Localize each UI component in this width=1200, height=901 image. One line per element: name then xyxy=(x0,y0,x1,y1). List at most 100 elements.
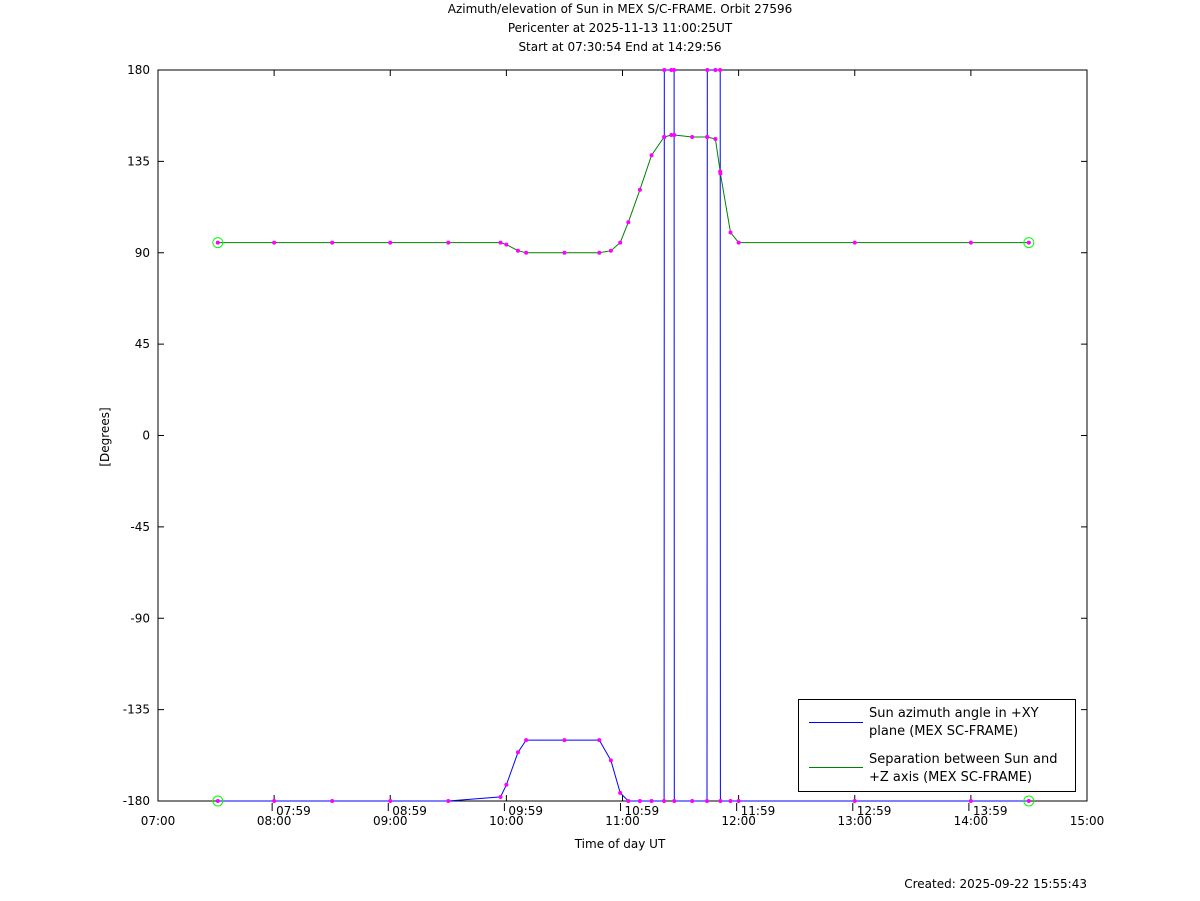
chart-subtitle: Start at 07:30:54 End at 14:29:56 xyxy=(518,40,721,54)
data-point xyxy=(672,68,677,72)
footer: Created: 2025-09-22 15:55:43 xyxy=(904,877,1087,891)
data-point xyxy=(524,738,529,743)
data-point xyxy=(662,799,667,803)
legend-swatch xyxy=(809,722,863,723)
data-point xyxy=(515,750,520,755)
data-point xyxy=(637,187,642,192)
data-point xyxy=(637,799,642,803)
data-point xyxy=(388,799,393,803)
data-point xyxy=(446,240,451,245)
data-point xyxy=(718,171,723,176)
data-point xyxy=(446,799,451,803)
data-point xyxy=(852,799,857,803)
time-mark-label: 09:59 xyxy=(508,804,543,818)
x-tick-label: 13:00 xyxy=(837,814,872,828)
data-point xyxy=(272,799,277,803)
data-point xyxy=(618,790,623,795)
chart-subtitle: Pericenter at 2025-11-13 11:00:25UT xyxy=(508,21,733,35)
chart-title: Azimuth/elevation of Sun in MEX S/C-FRAM… xyxy=(448,2,793,16)
data-point xyxy=(705,135,710,140)
data-point xyxy=(718,68,723,72)
y-tick-label: -90 xyxy=(130,611,150,625)
y-tick-label: -135 xyxy=(123,703,150,717)
data-point xyxy=(690,135,695,140)
time-mark-label: 13:59 xyxy=(973,804,1008,818)
data-point xyxy=(669,132,674,137)
y-tick-label: -180 xyxy=(123,794,150,808)
data-point xyxy=(669,68,674,72)
data-point xyxy=(215,799,220,803)
legend-swatch xyxy=(809,767,863,768)
data-point xyxy=(662,68,667,72)
data-point xyxy=(498,240,503,245)
y-axis-label: [Degrees] xyxy=(98,407,112,466)
legend: Sun azimuth angle in +XY plane (MEX SC-F… xyxy=(798,699,1076,792)
time-mark-label: 07:59 xyxy=(276,804,311,818)
x-tick-label: 14:00 xyxy=(954,814,989,828)
endpoint-marker xyxy=(1023,237,1035,249)
data-point xyxy=(498,794,503,799)
data-point xyxy=(705,799,710,803)
endpoint-marker xyxy=(212,237,224,249)
x-tick-label: 08:00 xyxy=(257,814,292,828)
data-point xyxy=(215,240,220,245)
x-axis-label: Time of day UT xyxy=(574,837,666,851)
x-tick-label: 12:00 xyxy=(721,814,756,828)
data-point xyxy=(597,738,602,743)
data-point xyxy=(504,782,509,787)
data-point xyxy=(736,799,741,803)
data-point xyxy=(672,799,677,803)
data-point xyxy=(690,799,695,803)
data-point xyxy=(728,799,733,803)
y-tick-label: 0 xyxy=(142,429,150,443)
time-mark-label: 11:59 xyxy=(741,804,776,818)
data-point xyxy=(713,137,718,142)
data-point xyxy=(705,68,710,72)
x-tick-label: 15:00 xyxy=(1070,814,1105,828)
data-point xyxy=(713,68,718,72)
data-point xyxy=(662,135,667,140)
data-point xyxy=(330,240,335,245)
data-point xyxy=(1026,799,1031,803)
data-point xyxy=(736,240,741,245)
data-point xyxy=(649,799,654,803)
y-tick-label: 45 xyxy=(135,337,150,351)
y-tick-label: 180 xyxy=(127,63,150,77)
data-point xyxy=(608,758,613,763)
data-point xyxy=(562,738,567,743)
endpoint-marker xyxy=(1023,795,1035,807)
data-point xyxy=(626,220,631,225)
data-point xyxy=(562,250,567,255)
plot-frame xyxy=(157,69,1088,802)
data-point xyxy=(968,799,973,803)
data-point xyxy=(504,242,509,247)
data-point xyxy=(1026,240,1031,245)
time-mark-label: 10:59 xyxy=(625,804,660,818)
data-point xyxy=(626,799,631,803)
data-point xyxy=(728,230,733,235)
data-point xyxy=(597,250,602,255)
series-line xyxy=(217,69,1029,802)
data-point xyxy=(968,240,973,245)
endpoint-marker xyxy=(212,795,224,807)
legend-label: Sun azimuth angle in +XY plane (MEX SC-F… xyxy=(869,706,1039,739)
data-point xyxy=(718,799,723,803)
x-tick-label: 10:00 xyxy=(489,814,524,828)
data-point xyxy=(524,250,529,255)
data-point xyxy=(649,153,654,158)
y-tick-label: 135 xyxy=(127,154,150,168)
series-line xyxy=(217,134,1029,254)
data-point xyxy=(672,132,677,137)
time-mark-label: 08:59 xyxy=(392,804,427,818)
data-point xyxy=(330,799,335,803)
x-tick-label: 09:00 xyxy=(373,814,408,828)
y-tick-label: -45 xyxy=(130,520,150,534)
data-point xyxy=(608,248,613,253)
x-tick-label: 11:00 xyxy=(605,814,640,828)
time-mark-label: 12:59 xyxy=(857,804,892,818)
legend-label: Separation between Sun and +Z axis (MEX … xyxy=(869,752,1058,785)
y-tick-label: 90 xyxy=(135,246,150,260)
